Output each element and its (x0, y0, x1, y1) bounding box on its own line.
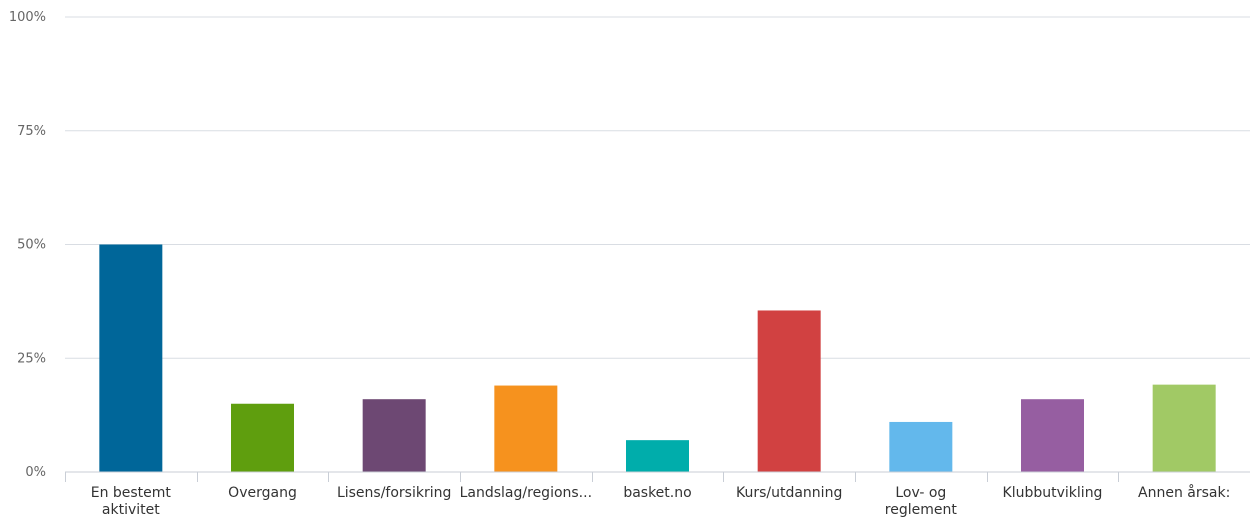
bar (889, 421, 953, 472)
x-tick-label: En bestemt aktivitet (91, 485, 172, 518)
x-tick-label: Lisens/forsikring (337, 485, 451, 501)
y-tick-label: 100% (9, 10, 46, 25)
x-tick-label: Kurs/utdanning (736, 485, 842, 501)
bar (757, 310, 821, 472)
x-tick-label: Landslag/regions... (460, 485, 592, 501)
y-tick-label: 50% (17, 238, 46, 253)
bars (99, 244, 1216, 472)
x-tick-label: Lov- og reglement (885, 485, 958, 518)
x-tick-label: Overgang (228, 485, 297, 501)
bar (494, 385, 558, 472)
bar (362, 399, 426, 472)
bar (231, 403, 294, 472)
gridlines (65, 16, 1250, 359)
bar (1021, 399, 1084, 472)
bar (626, 440, 689, 472)
y-axis-ticks: 0% 25% 50% 75% 100% (9, 10, 46, 480)
x-tick-label: basket.no (623, 485, 691, 501)
y-tick-label: 0% (25, 465, 46, 480)
bar (99, 244, 163, 472)
x-tick-label: Annen årsak: (1138, 484, 1230, 501)
x-axis (65, 471, 1250, 482)
bar (1152, 384, 1216, 472)
x-axis-labels: En bestemt aktivitet Overgang Lisens/forsik… (91, 484, 1231, 518)
x-tick-label: Klubbutvikling (1003, 485, 1103, 501)
y-tick-label: 75% (17, 124, 46, 139)
y-tick-label: 25% (17, 351, 46, 366)
